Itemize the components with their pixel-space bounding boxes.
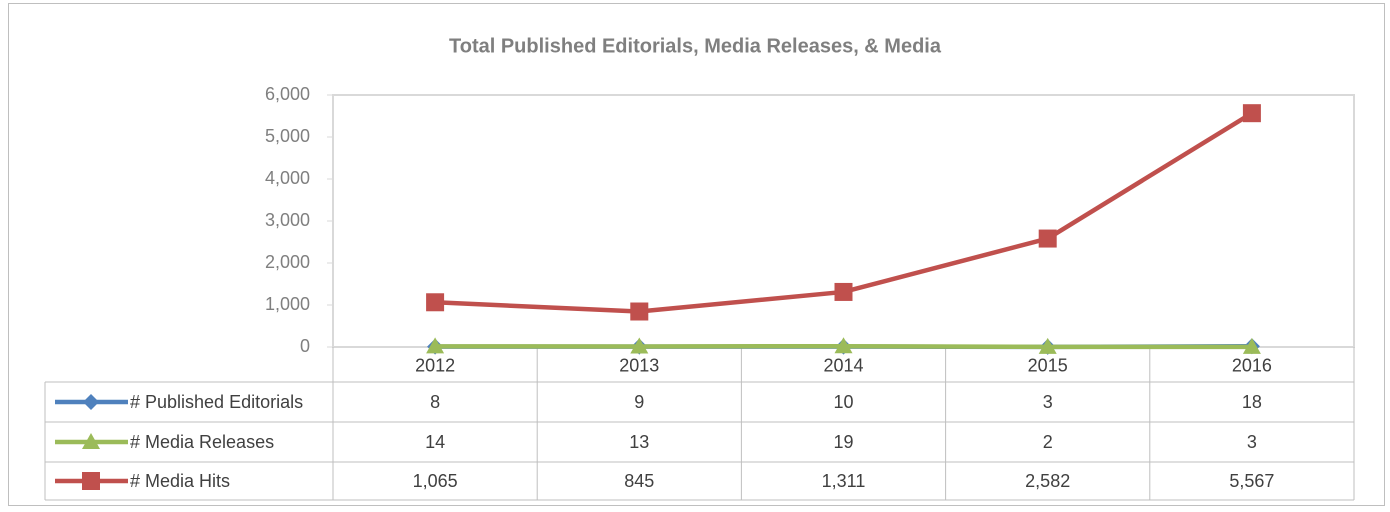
y-tick-label: 5,000 (265, 126, 310, 146)
x-tick-label: 2013 (619, 355, 659, 375)
table-value: 8 (430, 392, 440, 412)
marker (1242, 337, 1261, 354)
chart-title: Total Published Editorials, Media Releas… (449, 35, 942, 57)
marker (426, 337, 445, 354)
table-value: 845 (624, 471, 654, 491)
marker (630, 302, 649, 321)
table-value: 2,582 (1025, 471, 1070, 491)
y-tick-label: 3,000 (265, 210, 310, 230)
table-value: 9 (634, 392, 644, 412)
y-tick-label: 4,000 (265, 168, 310, 188)
y-tick-label: 0 (300, 336, 310, 356)
table-value: 3 (1247, 432, 1257, 452)
y-tick-label: 6,000 (265, 84, 310, 104)
table-value: 5,567 (1229, 471, 1274, 491)
marker (1038, 229, 1057, 248)
marker (83, 394, 99, 410)
table-value: 19 (833, 432, 853, 452)
y-tick-label: 2,000 (265, 252, 310, 272)
marker (834, 337, 853, 354)
marker (82, 472, 100, 490)
legend-label: # Media Releases (130, 432, 274, 452)
marker (834, 282, 853, 301)
table-value: 1,065 (413, 471, 458, 491)
table-value: 3 (1043, 392, 1053, 412)
table-value: 14 (425, 432, 445, 452)
marker (630, 337, 649, 354)
chart-border (8, 3, 1385, 506)
marker (82, 433, 100, 449)
table-value: 13 (629, 432, 649, 452)
x-tick-label: 2016 (1232, 355, 1272, 375)
table-value: 1,311 (822, 471, 866, 491)
marker (426, 293, 445, 312)
x-tick-label: 2015 (1028, 355, 1068, 375)
marker (1038, 337, 1057, 354)
legend-label: # Published Editorials (130, 392, 303, 412)
x-tick-label: 2014 (823, 355, 863, 375)
table-value: 18 (1242, 392, 1262, 412)
x-tick-label: 2012 (415, 355, 455, 375)
y-tick-label: 1,000 (265, 294, 310, 314)
table-value: 2 (1043, 432, 1053, 452)
legend-label: # Media Hits (130, 471, 230, 491)
marker (1242, 104, 1261, 123)
table-value: 10 (833, 392, 853, 412)
